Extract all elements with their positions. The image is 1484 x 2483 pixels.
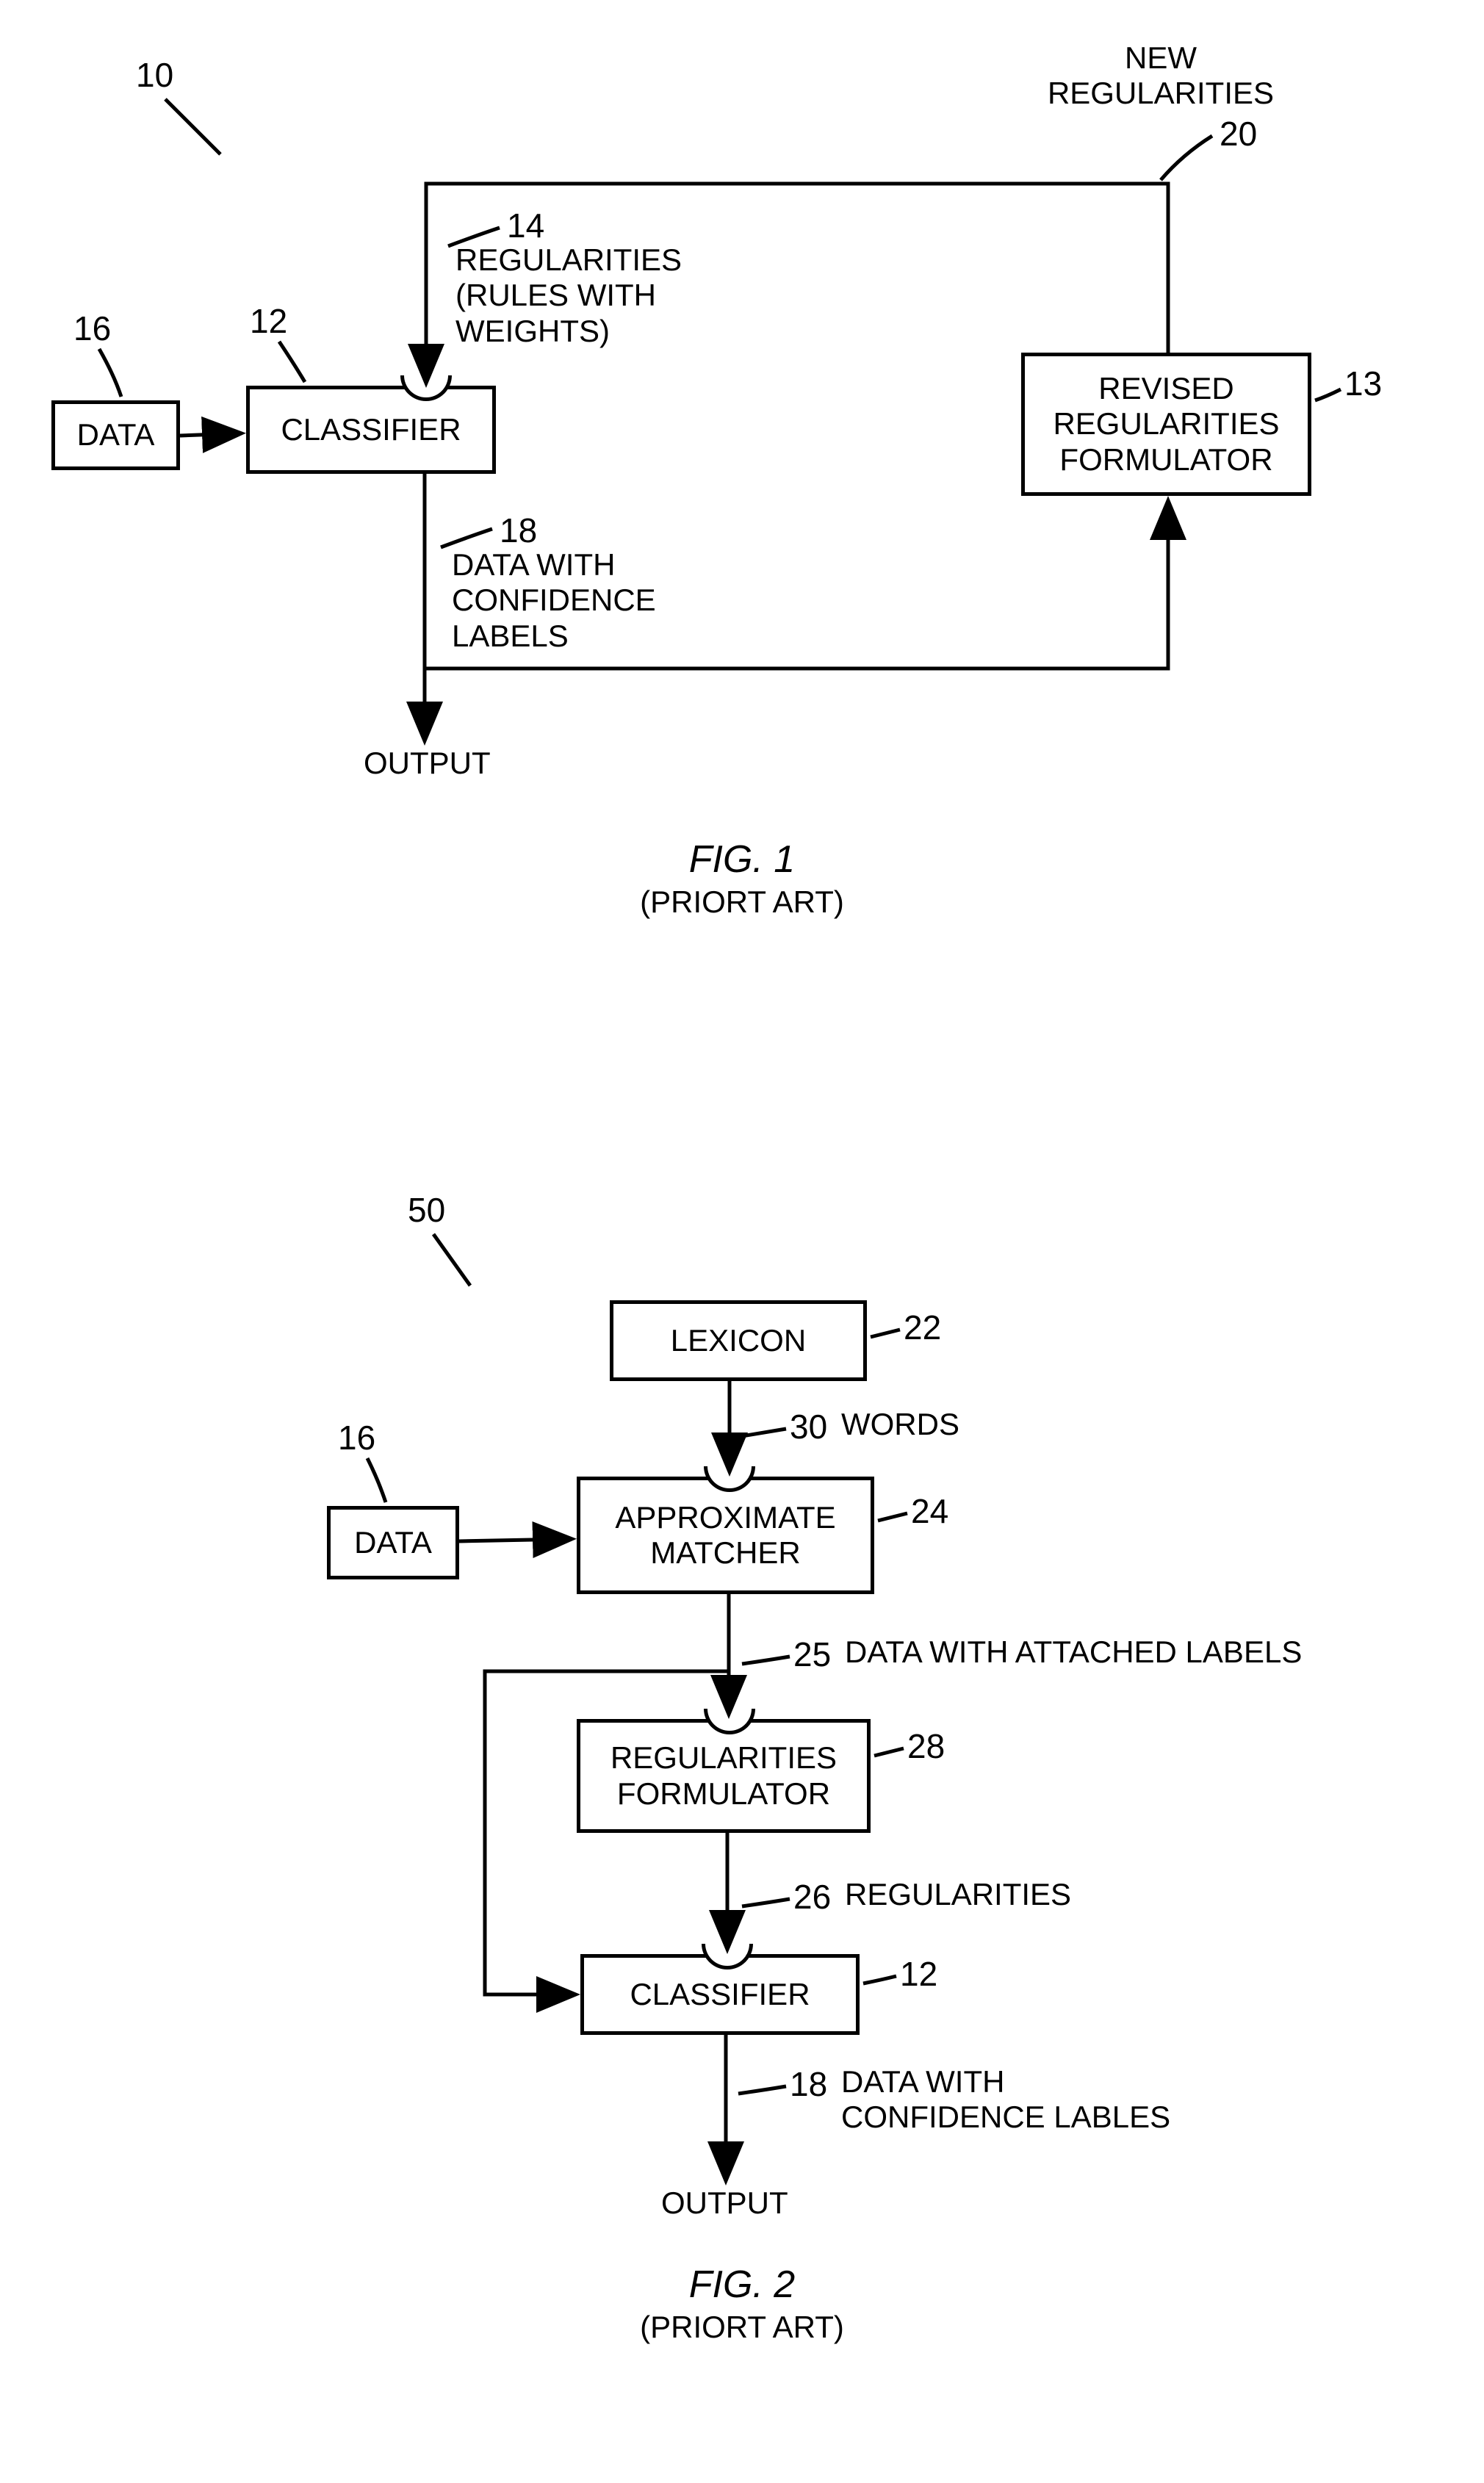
fig2-ref-leader <box>0 0 1484 1322</box>
fig1-num-18: 18 <box>500 511 537 550</box>
fig2-regform-label: REGULARITIESFORMULATOR <box>610 1740 837 1812</box>
fig2-num-16: 16 <box>338 1418 375 1457</box>
fig2-conf-label: DATA WITHCONFIDENCE LABLES <box>841 2064 1170 2136</box>
fig2-matcher-label: APPROXIMATEMATCHER <box>615 1500 835 1571</box>
fig1-data-label: DATA <box>77 417 155 453</box>
fig1-ref-num: 10 <box>136 55 173 95</box>
fig1-caption-sub: (PRIORT ART) <box>0 884 1484 920</box>
fig1-classifier-label: CLASSIFIER <box>281 412 461 447</box>
fig2-words-label: WORDS <box>841 1407 959 1442</box>
fig1-leader-16 <box>0 0 220 411</box>
fig2-lexicon-box: LEXICON <box>610 1300 867 1381</box>
fig1-formulator-label: REVISEDREGULARITIESFORMULATOR <box>1053 371 1279 478</box>
fig2-num-25: 25 <box>793 1635 831 1674</box>
fig1-num-16: 16 <box>73 309 111 348</box>
fig1-leader-12 <box>0 0 367 411</box>
fig2-arrows <box>0 0 1484 2277</box>
fig2-caption-sub: (PRIORT ART) <box>0 2310 1484 2345</box>
new-reg-text: NEWREGULARITIES <box>1048 40 1274 110</box>
fig1-caption-main: FIG. 1 <box>689 838 795 881</box>
fig2-data-label: DATA <box>354 1525 432 1560</box>
fig1-num-13: 13 <box>1344 364 1382 403</box>
fig2-data-box: DATA <box>327 1506 459 1579</box>
fig2-num-30: 30 <box>790 1407 827 1446</box>
fig2-leader-22 <box>0 0 1484 1396</box>
fig2-ref-num: 50 <box>408 1190 445 1230</box>
fig2-num-22: 22 <box>904 1308 941 1347</box>
fig2-matcher-box: APPROXIMATEMATCHER <box>577 1477 874 1594</box>
fig1-data-conf-label: DATA WITHCONFIDENCELABELS <box>452 547 656 654</box>
fig2-num-12: 12 <box>900 1954 937 1994</box>
fig1-num-20: 20 <box>1220 114 1257 154</box>
fig1-data-box: DATA <box>51 400 180 470</box>
fig2-attached-label: DATA WITH ATTACHED LABELS <box>845 1635 1302 1670</box>
fig1-caption: FIG. 1 (PRIORT ART) <box>0 837 1484 920</box>
fig2-num-24: 24 <box>911 1491 948 1531</box>
fig1-new-regularities-label: NEWREGULARITIES <box>1006 40 1315 112</box>
fig2-leader-18b <box>0 0 1484 2167</box>
fig2-leader-26 <box>0 0 1484 1983</box>
fig1-num-12: 12 <box>250 301 287 341</box>
fig2-output-label: OUTPUT <box>661 2185 788 2221</box>
fig2-num-28: 28 <box>907 1726 945 1766</box>
fig1-num-14: 14 <box>507 206 544 245</box>
fig2-classifier-label: CLASSIFIER <box>630 1977 810 2012</box>
fig2-lexicon-label: LEXICON <box>671 1323 806 1358</box>
fig2-leader-30 <box>0 0 1484 1506</box>
fig1-output-label: OUTPUT <box>364 746 491 781</box>
fig1-regularities-label: REGULARITIES(RULES WITHWEIGHTS) <box>455 242 682 349</box>
fig2-num-18: 18 <box>790 2064 827 2104</box>
fig1-formulator-box: REVISEDREGULARITIESFORMULATOR <box>1021 353 1311 496</box>
fig2-regform-box: REGULARITIESFORMULATOR <box>577 1719 871 1833</box>
fig1-classifier-box: CLASSIFIER <box>246 386 496 474</box>
fig2-caption-main: FIG. 2 <box>689 2263 795 2306</box>
fig2-regularities-label: REGULARITIES <box>845 1877 1071 1912</box>
fig2-caption: FIG. 2 (PRIORT ART) <box>0 2263 1484 2345</box>
fig2-num-26: 26 <box>793 1877 831 1917</box>
